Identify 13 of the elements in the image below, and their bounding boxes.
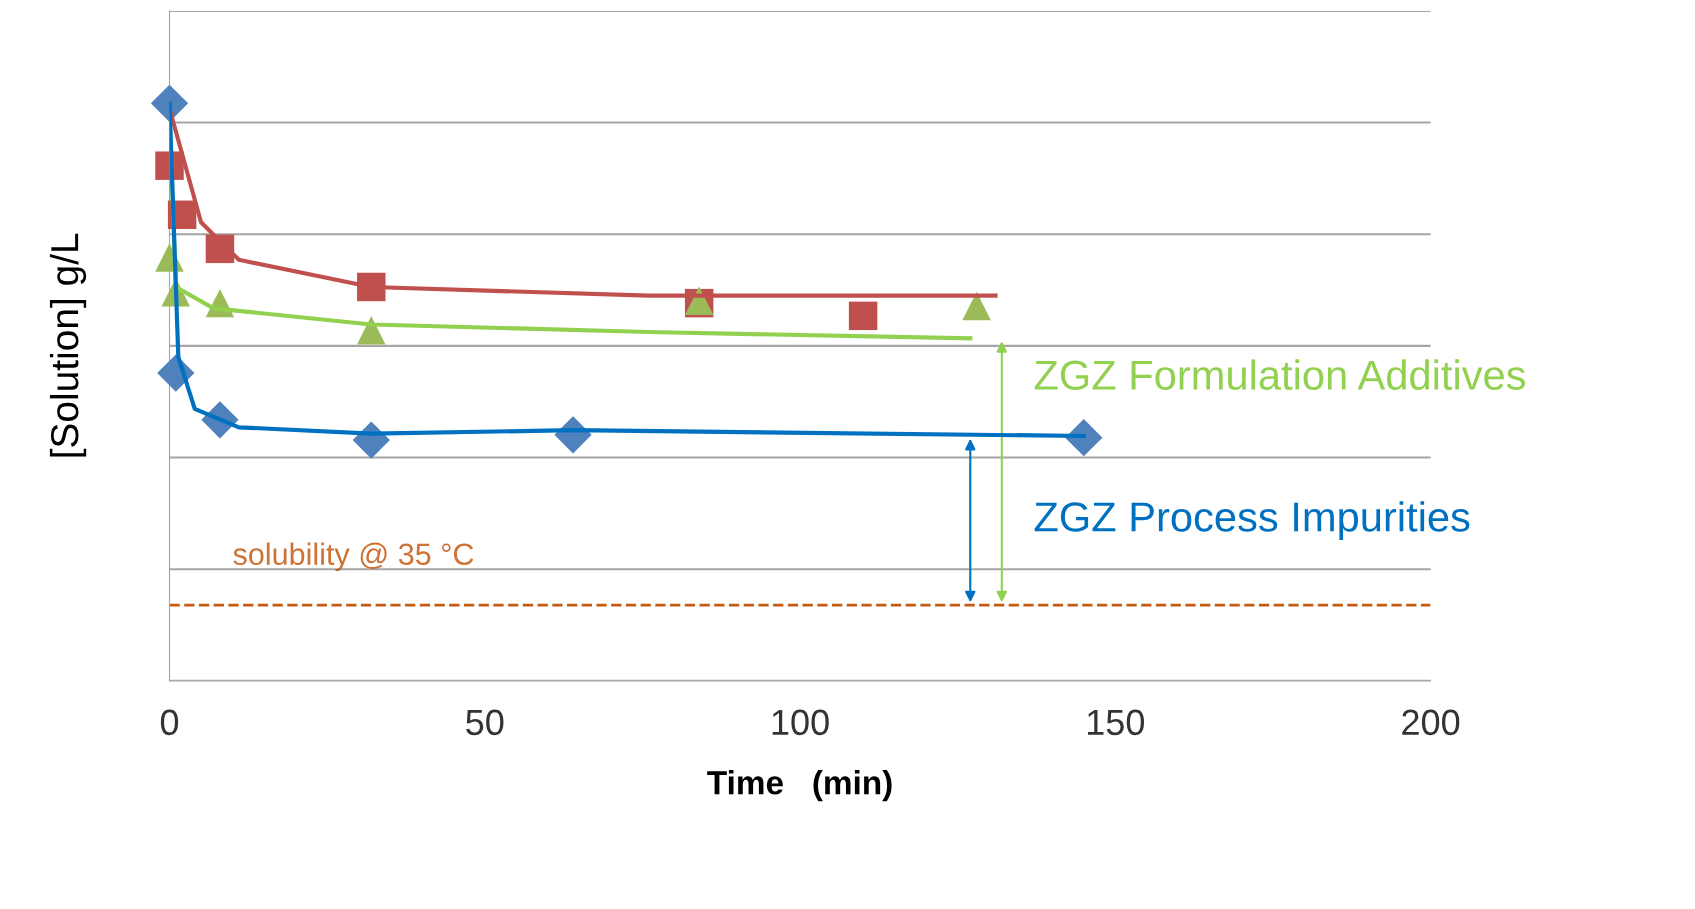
series-label: ZGZ Process Impurities — [1034, 501, 1470, 540]
point — [357, 316, 386, 345]
y-axis-title: [Solution] g/L — [49, 233, 87, 457]
ref-line-label: solubility @ 35 °C — [233, 542, 474, 572]
x-tick-label: 100 — [772, 709, 829, 736]
x-tick-label: 0 — [160, 709, 179, 736]
x-axis-title: Time (min) — [707, 770, 892, 802]
x-tick-label: 150 — [1087, 709, 1145, 736]
point — [848, 301, 878, 331]
x-tick-label: 50 — [466, 709, 504, 736]
x-tick-label: 200 — [1402, 709, 1460, 736]
legend-label: ZGZ Formulation Additives — [1034, 359, 1526, 390]
point — [962, 291, 991, 321]
